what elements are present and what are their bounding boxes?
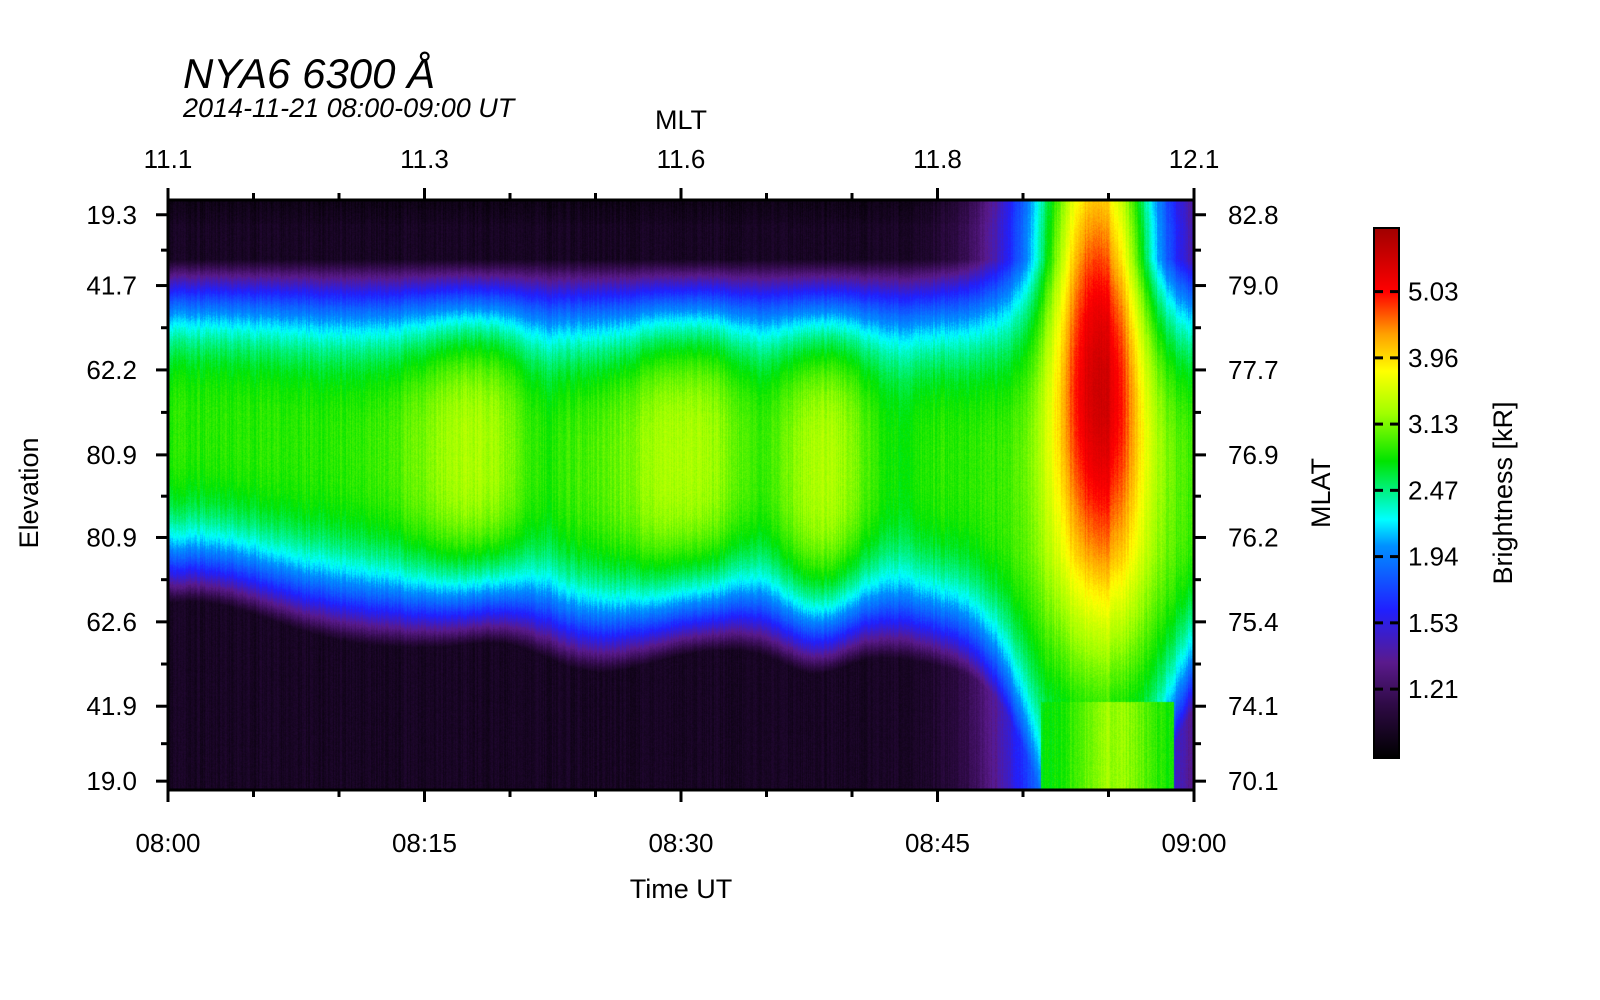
colorbar-tick-label: 1.21	[1408, 674, 1459, 704]
colorbar-tick-labels: 1.21 1.53 1.94 2.47 3.13 3.96 5.03	[1374, 277, 1459, 704]
x-tick-label: 08:15	[392, 828, 457, 858]
top-tick-label: 11.8	[913, 144, 962, 174]
top-tick-label: 11.3	[400, 144, 449, 174]
bottom-tick-labels: 08:00 08:15 08:30 08:45 09:00	[135, 828, 1226, 858]
x-tick-label: 08:30	[648, 828, 713, 858]
right-tick-label: 77.7	[1228, 355, 1279, 385]
top-tick-labels: 11.1 11.3 11.6 11.8 12.1	[144, 144, 1220, 174]
x-tick-label: 08:00	[135, 828, 200, 858]
colorbar-tick-label: 3.96	[1408, 343, 1459, 373]
top-tick-label: 12.1	[1169, 144, 1220, 174]
y-tick-label: 19.3	[86, 200, 137, 230]
colorbar-gradient	[1373, 227, 1400, 759]
colorbar-label: Brightness [kR]	[1488, 401, 1518, 584]
colorbar-tick-label: 1.94	[1408, 542, 1459, 572]
heatmap-canvas	[168, 200, 1194, 790]
colorbar-tick-label: 1.53	[1408, 608, 1459, 638]
colorbar-tick-label: 2.47	[1408, 475, 1459, 505]
y-tick-label: 41.7	[86, 271, 137, 301]
x-tick-label: 09:00	[1161, 828, 1226, 858]
y-tick-label: 62.2	[86, 355, 137, 385]
colorbar-tick-label: 3.13	[1408, 409, 1459, 439]
y-tick-label: 62.6	[86, 607, 137, 637]
right-tick-label: 82.8	[1228, 200, 1279, 230]
top-tick-label: 11.6	[657, 144, 706, 174]
x-tick-label: 08:45	[905, 828, 970, 858]
right-tick-label: 75.4	[1228, 607, 1279, 637]
right-tick-label: 70.1	[1228, 766, 1279, 796]
x-axis-label: Time UT	[630, 874, 733, 904]
right-tick-labels: 82.8 79.0 77.7 76.9 76.2 75.4 74.1 70.1	[1228, 200, 1279, 796]
y-tick-label: 41.9	[86, 691, 137, 721]
chart-title: NYA6 6300 Å	[183, 50, 435, 97]
colorbar-tick-label: 5.03	[1408, 277, 1459, 307]
right-tick-label: 79.0	[1228, 271, 1279, 301]
right-tick-label: 76.2	[1228, 522, 1279, 552]
right-tick-label: 76.9	[1228, 440, 1279, 470]
heatmap-area	[166, 198, 1196, 792]
left-tick-labels: 19.3 41.7 62.2 80.9 80.9 62.6 41.9 19.0	[86, 200, 137, 796]
top-tick-label: 11.1	[144, 144, 193, 174]
right-axis-label: MLAT	[1306, 458, 1336, 528]
y-tick-label: 80.9	[86, 440, 137, 470]
axis-tick-marks	[156, 188, 1206, 802]
right-tick-label: 74.1	[1228, 691, 1279, 721]
y-tick-label: 80.9	[86, 522, 137, 552]
y-axis-label: Elevation	[14, 437, 44, 548]
top-axis-label: MLT	[655, 105, 707, 135]
colorbar: 1.21 1.53 1.94 2.47 3.13 3.96 5.03 Brightness …	[1373, 227, 1518, 759]
y-tick-label: 19.0	[86, 766, 137, 796]
chart-subtitle: 2014-11-21 08:00-09:00 UT	[182, 93, 517, 123]
